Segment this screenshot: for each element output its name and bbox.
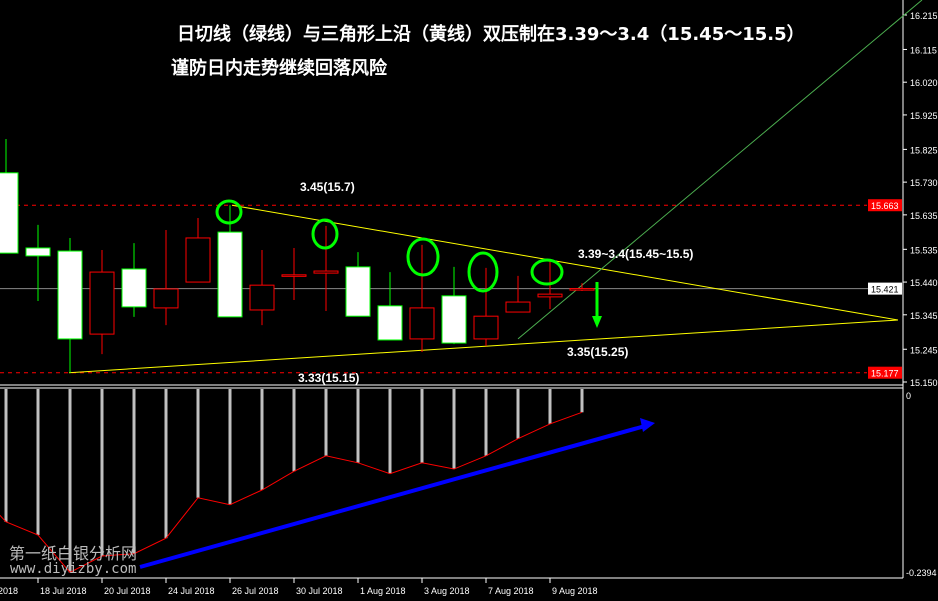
- highlight-circle: [406, 237, 440, 277]
- histogram-bar: [484, 389, 488, 456]
- time-tick-label: 2018: [0, 586, 18, 596]
- chart-title-line1: 日切线（绿线）与三角形上沿（黄线）双压制在3.39～3.4（15.45～15.5…: [177, 24, 805, 45]
- price-tick-label: 15.245: [910, 345, 938, 355]
- daily-tangent-line: [517, 0, 923, 340]
- price-tick-label: 16.215: [910, 11, 938, 21]
- indicator-tick-label: 0: [906, 391, 911, 401]
- time-tick-label: 3 Aug 2018: [424, 586, 470, 596]
- down-arrow-head-icon: [592, 316, 602, 328]
- price-marker-box: [868, 282, 902, 295]
- time-tick-label: 30 Jul 2018: [296, 586, 343, 596]
- candle-body: [217, 231, 243, 318]
- price-tick-label: 15.345: [910, 311, 938, 321]
- price-marker-label: 15.421: [871, 285, 899, 295]
- time-tick-label: 26 Jul 2018: [232, 586, 279, 596]
- histogram-bar: [324, 389, 328, 456]
- histogram-bar: [452, 389, 456, 470]
- candle-body: [569, 288, 595, 291]
- histogram-bar: [516, 389, 520, 439]
- time-tick-label: 24 Jul 2018: [168, 586, 215, 596]
- histogram-bar: [356, 389, 360, 463]
- price-tick-label: 16.115: [910, 45, 937, 55]
- histogram-bar: [68, 389, 72, 573]
- histogram-bar: [388, 389, 392, 474]
- candle-body: [537, 293, 563, 298]
- histogram-bar: [548, 389, 552, 424]
- histogram-bar: [580, 389, 584, 413]
- annotation-pressure-zone: 3.39~3.4(15.45~15.5): [578, 247, 694, 261]
- annotation-lower-support: 3.35(15.25): [567, 345, 629, 359]
- watermark-url: www.diyizby.com: [10, 561, 137, 577]
- highlight-circle: [311, 218, 339, 250]
- price-marker-box: [868, 199, 902, 212]
- histogram-bar: [228, 389, 232, 505]
- watermark-name: 第一纸白银分析网: [9, 544, 138, 563]
- candle-body: [281, 274, 307, 277]
- candle-body: [25, 247, 51, 257]
- histogram-bar: [292, 389, 296, 472]
- candle-body: [249, 284, 275, 311]
- candle-body: [377, 305, 403, 341]
- candle-body: [121, 268, 147, 308]
- price-tick-label: 16.020: [910, 78, 938, 88]
- candle-body: [473, 315, 499, 340]
- histogram-bar: [260, 389, 264, 491]
- time-tick-label: 1 Aug 2018: [360, 586, 406, 596]
- time-tick-label: 18 Jul 2018: [40, 586, 87, 596]
- price-tick-label: 15.925: [910, 111, 938, 121]
- candle-body: [57, 250, 83, 340]
- candle-body: [89, 271, 115, 335]
- upper-triangle-trendline: [231, 204, 899, 321]
- trend-arrow-head-icon: [640, 418, 655, 432]
- price-tick-label: 15.635: [910, 211, 938, 221]
- histogram-bar: [420, 389, 424, 463]
- candle-body: [441, 295, 467, 344]
- time-tick-label: 20 Jul 2018: [104, 586, 151, 596]
- histogram-bar: [196, 389, 200, 498]
- candle-body: [505, 301, 531, 313]
- signal-line: [0, 411, 583, 573]
- histogram-bar: [164, 389, 168, 539]
- chart-title-line2: 谨防日内走势继续回落风险: [171, 58, 387, 79]
- histogram-bar: [36, 389, 40, 536]
- highlight-circle: [530, 258, 564, 286]
- candle-body: [0, 172, 19, 254]
- time-tick-label: 9 Aug 2018: [552, 586, 598, 596]
- histogram-bar: [100, 389, 104, 557]
- indicator-tick-label: -0.2394: [906, 568, 937, 578]
- candle-body: [153, 288, 179, 309]
- histogram-bar: [4, 389, 8, 522]
- candle-body: [345, 266, 371, 317]
- candle-body: [185, 237, 211, 283]
- highlight-circle: [467, 251, 499, 293]
- price-tick-label: 15.535: [910, 245, 938, 255]
- price-tick-label: 15.150: [910, 378, 938, 388]
- annotation-bottom-support: 3.33(15.15): [298, 371, 360, 385]
- price-tick-label: 15.825: [910, 145, 938, 155]
- price-marker-box: [868, 366, 902, 379]
- price-tick-label: 15.730: [910, 178, 938, 188]
- candle-body: [409, 307, 435, 340]
- time-tick-label: 7 Aug 2018: [488, 586, 534, 596]
- histogram-bar: [132, 389, 136, 554]
- highlight-circle: [215, 199, 243, 225]
- price-marker-label: 15.663: [871, 201, 899, 211]
- price-marker-label: 15.177: [871, 369, 899, 379]
- annotation-upper-resistance: 3.45(15.7): [300, 180, 355, 194]
- lower-triangle-trendline: [68, 319, 899, 374]
- trend-arrow-icon: [139, 424, 646, 569]
- price-tick-label: 15.440: [910, 278, 938, 288]
- candle-body: [313, 270, 339, 274]
